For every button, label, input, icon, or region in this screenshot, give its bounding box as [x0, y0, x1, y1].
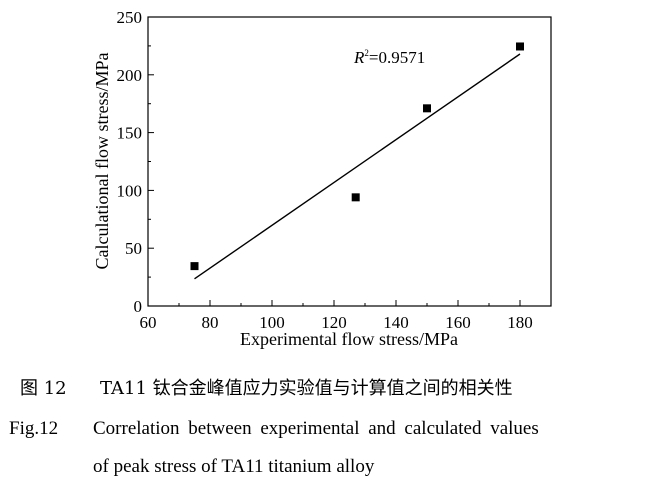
data-point: [190, 262, 199, 271]
caption-en-text-1: Correlation between experimental and cal…: [93, 418, 539, 439]
caption-english-line2: of peak stress of TA11 titanium alloy: [93, 456, 375, 477]
y-tick-label: 150: [117, 124, 143, 143]
x-tick-label: 140: [383, 313, 409, 332]
plot-frame: [147, 16, 552, 307]
caption-cn-text: TA11 钛合金峰值应力实验值与计算值之间的相关性: [100, 378, 513, 399]
data-point: [423, 104, 431, 113]
x-tick-label: 100: [259, 313, 285, 332]
data-point: [516, 42, 524, 51]
x-tick-label: 60: [140, 313, 157, 332]
y-tick-label: 100: [117, 181, 143, 200]
caption-chinese: 图 12 TA11 钛合金峰值应力实验值与计算值之间的相关性: [20, 374, 513, 400]
caption-en-label: Fig.12: [9, 418, 59, 439]
x-tick-label: 120: [321, 313, 347, 332]
caption-cn-label: 图 12: [20, 378, 67, 399]
caption-english-line1: Fig.12 Correlation between experimental a…: [9, 418, 539, 440]
y-tick-label: 0: [134, 297, 143, 316]
y-tick-label: 200: [117, 66, 143, 85]
r-squared-annotation: R2=0.9571: [353, 48, 425, 67]
y-tick-label: 250: [117, 8, 143, 27]
x-axis-label: Experimental flow stress/MPa: [240, 329, 458, 349]
y-axis-label: Calculational flow stress/MPa: [92, 53, 112, 270]
scatter-chart: 60 80 100 120 140 160 180 0 50 100 150 200 250 Exper…: [92, 8, 552, 349]
x-tick-label: 80: [202, 313, 219, 332]
y-tick-label: 50: [125, 239, 142, 258]
data-point: [351, 193, 360, 202]
fit-line: [194, 53, 521, 280]
x-tick-label: 160: [445, 313, 471, 332]
x-tick-label: 180: [507, 313, 533, 332]
